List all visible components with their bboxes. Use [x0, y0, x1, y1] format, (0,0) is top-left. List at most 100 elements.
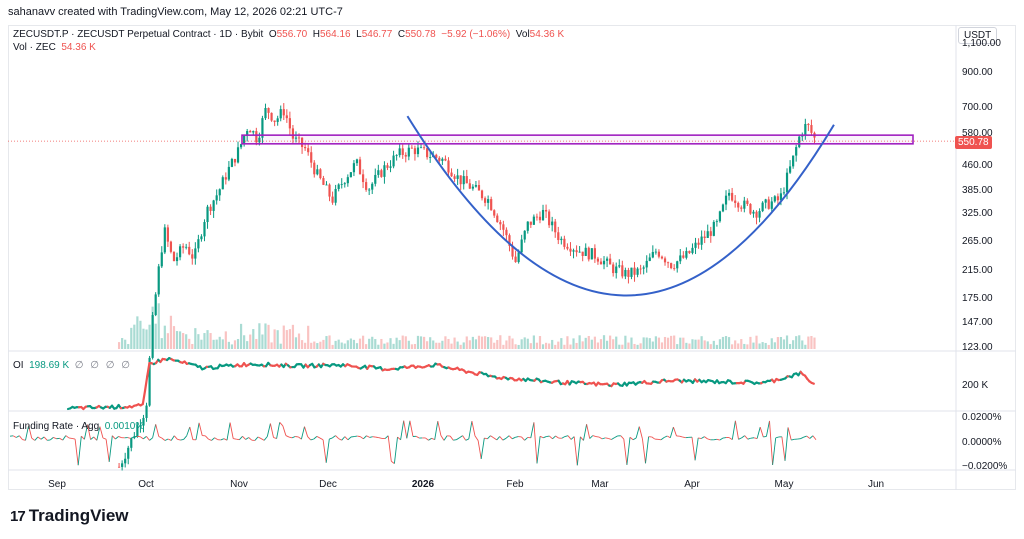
funding-line-segment: [90, 436, 94, 440]
volume-bar: [615, 336, 618, 349]
funding-line-segment: [641, 438, 646, 464]
funding-line-segment: [791, 438, 795, 441]
funding-line-segment: [204, 435, 209, 440]
funding-line-segment: [629, 436, 634, 441]
funding-line-segment: [536, 436, 541, 464]
candle-body: [447, 160, 450, 173]
candle-body: [462, 176, 465, 185]
volume-bar: [599, 339, 603, 349]
candle-body: [450, 172, 453, 177]
candle-body: [737, 202, 740, 208]
funding-line-segment: [65, 435, 70, 439]
funding-line-segment: [570, 436, 575, 440]
candle-body: [380, 170, 383, 177]
candle-body: [175, 257, 179, 262]
funding-line-segment: [195, 422, 200, 440]
candle-body: [325, 184, 328, 186]
volume-bar: [139, 320, 142, 349]
candle-body: [258, 137, 261, 143]
funding-line-segment: [530, 422, 535, 438]
symbol-label[interactable]: ZECUSDT.P · ZECUSDT Perpetual Contract ·…: [13, 29, 264, 40]
volume-bar: [718, 339, 722, 349]
funding-line-segment: [409, 420, 414, 437]
candle-body: [755, 211, 758, 218]
volume-bar: [313, 341, 316, 349]
candle-body: [383, 165, 386, 177]
candle-body: [215, 195, 218, 201]
candle-body: [404, 154, 407, 157]
oi-label[interactable]: OI: [13, 360, 24, 371]
candle-body: [773, 196, 776, 202]
funding-line-segment: [384, 435, 389, 439]
funding-line-segment: [663, 435, 668, 438]
candle-body: [676, 261, 679, 269]
volume-bar: [532, 335, 535, 349]
funding-label[interactable]: Funding Rate · Agg: [13, 421, 100, 432]
candle-body: [480, 190, 484, 199]
funding-line-segment: [595, 436, 600, 438]
funding-line-segment: [115, 436, 119, 440]
volume-bar: [166, 333, 169, 349]
funding-line-segment: [233, 438, 237, 440]
time-axis-tick: Nov: [230, 479, 248, 490]
candle-body: [691, 247, 694, 254]
candle-body: [398, 148, 401, 156]
volume-bar: [389, 338, 392, 349]
candle-body: [554, 221, 557, 233]
candle-body: [615, 266, 618, 274]
volume-bar: [117, 342, 121, 349]
volume-bar: [535, 342, 539, 349]
volume-bar: [621, 344, 624, 349]
funding-line-segment: [415, 435, 420, 439]
funding-line-segment: [375, 436, 379, 439]
funding-line-segment: [83, 424, 88, 440]
funding-line-segment: [741, 435, 745, 439]
volume-bar: [795, 336, 798, 349]
candle-body: [178, 246, 182, 258]
funding-line-segment: [728, 437, 733, 440]
currency-button[interactable]: USDT: [958, 27, 998, 44]
candle-body: [157, 266, 160, 295]
candle-body: [361, 174, 365, 183]
candle-body: [374, 174, 377, 184]
volume-bar: [453, 337, 456, 349]
volume-bar: [694, 339, 697, 349]
volume-bar: [121, 338, 124, 349]
volume-bar: [651, 341, 654, 349]
volume-bar: [340, 342, 343, 349]
candle-body: [371, 183, 374, 190]
volume-bar: [261, 334, 264, 349]
close-value: 550.78: [405, 29, 436, 40]
funding-line-segment: [68, 437, 73, 439]
ohlc-legend: ZECUSDT.P · ZECUSDT Perpetual Contract ·…: [13, 29, 564, 40]
volume-bar: [465, 336, 468, 349]
funding-line-segment: [366, 435, 370, 438]
volume-bar: [779, 336, 783, 349]
volume-bar: [788, 343, 792, 349]
funding-line-segment: [180, 439, 184, 441]
candle-body: [474, 185, 478, 187]
candle-body: [352, 163, 356, 173]
candle-body: [532, 216, 535, 225]
volume-bar: [331, 344, 334, 349]
funding-line-segment: [704, 436, 708, 440]
volume-bar: [648, 338, 651, 349]
funding-line-segment: [164, 438, 169, 441]
candle-body: [740, 207, 743, 209]
funding-line-segment: [694, 437, 699, 461]
volume-study-label[interactable]: Vol · ZEC: [13, 42, 56, 53]
volume-bar: [441, 340, 444, 349]
funding-line-segment: [471, 421, 476, 436]
funding-line-segment: [552, 435, 556, 440]
candle-body: [593, 248, 596, 259]
candle-body: [788, 166, 792, 173]
volume-bar: [496, 339, 499, 349]
volume-bar: [743, 343, 746, 349]
candle-body: [456, 175, 459, 179]
volume-bar: [212, 339, 215, 349]
funding-line-segment: [431, 437, 435, 441]
funding-line-segment: [765, 420, 770, 437]
volume-bar: [148, 324, 151, 349]
candle-body: [627, 269, 630, 277]
